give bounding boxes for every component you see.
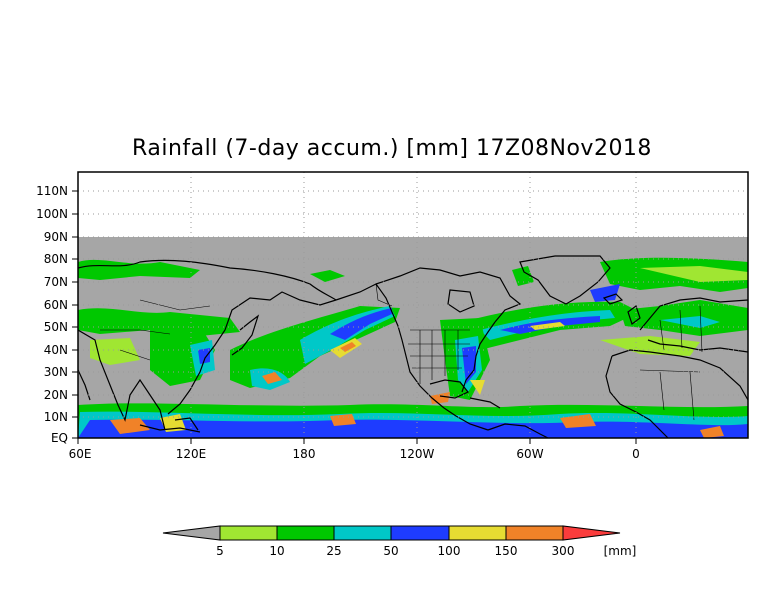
colorbar-unit: [mm] bbox=[604, 544, 637, 558]
lon-label: 120E bbox=[176, 447, 207, 461]
colorbar-bin bbox=[219, 525, 278, 541]
colorbar-bin bbox=[390, 525, 450, 541]
lat-label: 20N bbox=[44, 388, 68, 402]
colorbar-label: 100 bbox=[438, 544, 461, 558]
lat-label: 10N bbox=[44, 410, 68, 424]
lon-label: 120W bbox=[400, 447, 435, 461]
colorbar bbox=[162, 525, 621, 541]
lon-label: 180 bbox=[293, 447, 316, 461]
lat-label: EQ bbox=[51, 431, 68, 445]
map-title: Rainfall (7-day accum.) [mm] 17Z08Nov201… bbox=[132, 136, 652, 161]
lat-label: 100N bbox=[36, 207, 68, 221]
rainfall-field bbox=[78, 257, 748, 438]
lat-label: 60N bbox=[44, 298, 68, 312]
lat-label: 110N bbox=[36, 184, 68, 198]
graticule bbox=[78, 172, 748, 438]
colorbar-label: 25 bbox=[326, 544, 341, 558]
colorbar-bin bbox=[333, 525, 392, 541]
lat-label: 40N bbox=[44, 343, 68, 357]
lat-label: 90N bbox=[44, 230, 68, 244]
tick-marks bbox=[72, 190, 637, 444]
colorbar-label: 10 bbox=[269, 544, 284, 558]
colorbar-label: 5 bbox=[216, 544, 224, 558]
lat-label: 50N bbox=[44, 320, 68, 334]
lat-label: 80N bbox=[44, 252, 68, 266]
lon-label: 60W bbox=[516, 447, 543, 461]
political-boundaries bbox=[100, 283, 703, 421]
colorbar-low-arrow bbox=[162, 525, 221, 541]
lat-label: 70N bbox=[44, 275, 68, 289]
lon-label: 0 bbox=[632, 447, 640, 461]
colorbar-bin bbox=[276, 525, 335, 541]
lon-label: 60E bbox=[69, 447, 92, 461]
colorbar-bin bbox=[505, 525, 564, 541]
colorbar-label: 50 bbox=[383, 544, 398, 558]
lat-label: 30N bbox=[44, 365, 68, 379]
colorbar-label: 150 bbox=[495, 544, 518, 558]
colorbar-bin bbox=[448, 525, 507, 541]
colorbar-label: 300 bbox=[552, 544, 575, 558]
colorbar-high-arrow bbox=[562, 525, 621, 541]
